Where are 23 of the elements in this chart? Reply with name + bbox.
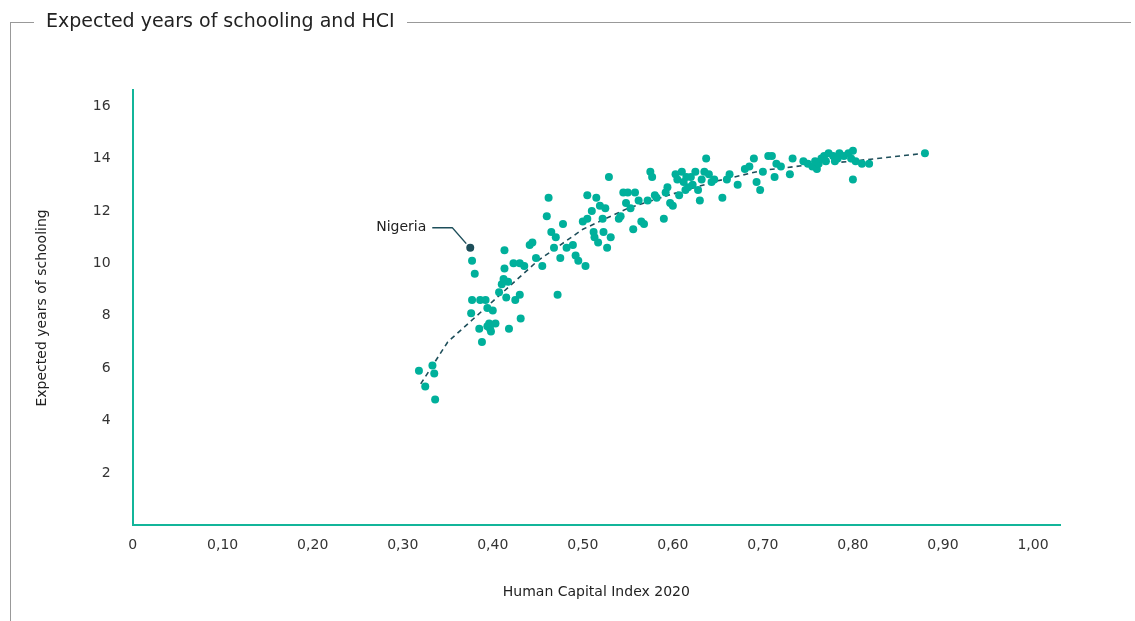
x-tick-label: 0,50 [567,536,599,553]
y-tick-label: 16 [92,96,111,113]
y-tick-label: 2 [101,463,111,480]
y-tick-label: 10 [92,253,111,270]
x-tick-label: 1,00 [1017,536,1049,553]
y-tick-label: 12 [92,201,111,218]
y-tick-label: 4 [101,411,111,428]
x-tick-label: 0,20 [297,536,329,553]
y-axis-title: Expected years of schooling [33,209,50,407]
y-tick-label: 8 [101,306,111,323]
chart-title: Expected years of schooling and HCI [34,9,407,31]
x-tick-label: 0,40 [477,536,509,553]
x-axis-title: Human Capital Index 2020 [502,583,690,600]
x-tick-label: 0 [128,536,138,553]
x-tick-label: 0,10 [207,536,239,553]
y-tick-label: 14 [92,149,111,166]
x-tick-label: 0,30 [387,536,419,553]
y-tick-label: 6 [101,358,111,375]
x-tick-label: 0,90 [927,536,959,553]
x-tick-label: 0,80 [837,536,869,553]
x-tick-label: 0,70 [747,536,779,553]
annotation: Nigeria [376,218,427,235]
x-tick-label: 0,60 [657,536,689,553]
